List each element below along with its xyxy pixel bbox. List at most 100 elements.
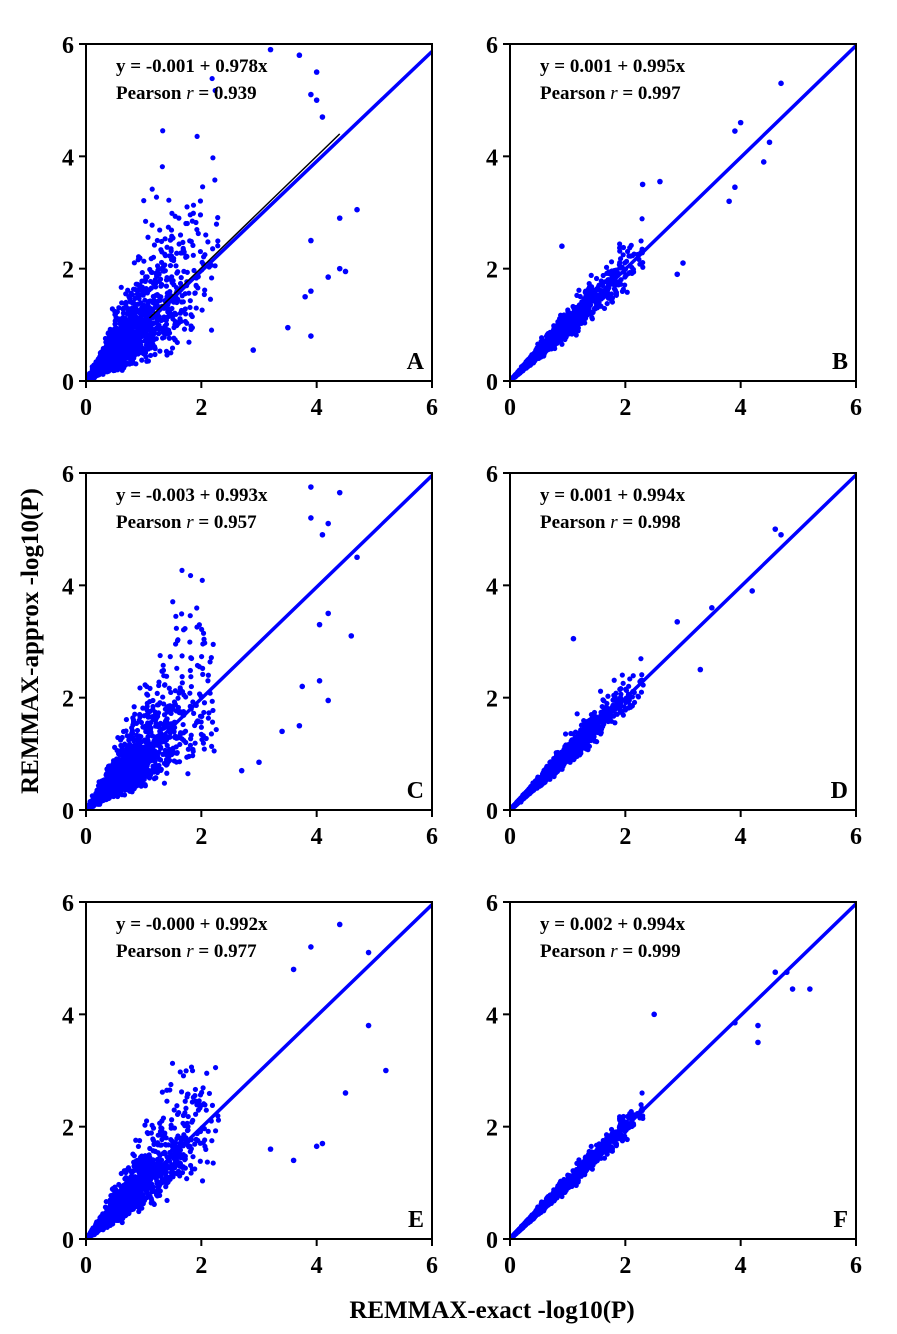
data-point: [126, 322, 132, 328]
data-point: [193, 305, 199, 311]
data-point: [579, 316, 586, 322]
data-point: [169, 345, 176, 351]
data-point: [149, 186, 155, 192]
data-point: [169, 305, 175, 312]
y-tick-label: 2: [62, 258, 74, 284]
data-point: [143, 218, 149, 224]
data-point: [184, 204, 190, 210]
data-point: [158, 238, 165, 245]
data-point: [122, 362, 128, 368]
data-point: [181, 268, 187, 274]
y-tick-label: 0: [62, 370, 74, 396]
data-point: [175, 269, 181, 275]
data-point: [151, 242, 158, 248]
data-point: [210, 155, 216, 161]
data-point: [149, 325, 155, 332]
data-point: [186, 339, 192, 345]
data-point: [168, 253, 175, 259]
data-point: [582, 289, 588, 295]
data-point: [622, 282, 628, 288]
panel-letter: A: [407, 349, 425, 375]
data-point: [142, 337, 149, 343]
data-point: [638, 238, 644, 244]
data-point: [168, 248, 174, 254]
data-point: [618, 281, 624, 287]
data-point: [207, 296, 214, 302]
data-point: [156, 314, 162, 320]
data-point: [134, 323, 140, 329]
data-point: [179, 293, 185, 299]
data-point: [142, 278, 148, 285]
data-point: [110, 343, 116, 349]
data-point: [172, 213, 178, 219]
data-point: [139, 270, 145, 276]
data-point: [608, 259, 615, 265]
data-point: [144, 358, 150, 364]
data-point: [123, 301, 129, 308]
data-point: [152, 351, 158, 358]
data-point: [134, 291, 140, 297]
data-point: [135, 254, 142, 260]
data-point: [122, 332, 128, 339]
data-point-outlier: [308, 237, 314, 244]
data-point: [164, 244, 170, 250]
data-point-outlier: [336, 265, 343, 272]
data-point: [617, 256, 624, 262]
data-point: [114, 333, 121, 339]
data-point: [180, 299, 186, 305]
data-point: [212, 87, 218, 94]
data-point: [153, 194, 160, 200]
data-point: [133, 314, 140, 321]
y-axis-label: REMMAX-approx -log10(P): [17, 488, 44, 794]
data-point: [202, 287, 208, 293]
data-point: [171, 257, 177, 264]
data-point: [600, 280, 606, 286]
data-point: [147, 266, 153, 273]
data-point: [141, 304, 147, 310]
data-point: [188, 326, 194, 332]
pearson-r-symbol: r: [186, 83, 194, 104]
data-point: [138, 342, 144, 348]
data-point: [606, 277, 612, 283]
data-point: [209, 275, 215, 281]
data-point: [109, 306, 115, 312]
data-point: [172, 337, 178, 343]
data-point: [159, 164, 165, 170]
data-point: [212, 263, 218, 269]
data-point: [174, 250, 180, 256]
data-point: [201, 254, 207, 260]
data-point: [162, 262, 168, 268]
data-point: [576, 306, 582, 312]
data-point: [146, 332, 152, 339]
data-point: [149, 335, 155, 342]
data-point: [620, 252, 626, 258]
data-point: [173, 311, 179, 317]
data-point: [177, 280, 184, 287]
data-point: [127, 309, 133, 315]
data-point: [157, 276, 164, 282]
data-point: [619, 288, 626, 294]
data-point: [155, 298, 161, 305]
x-tick-label: 4: [311, 395, 323, 421]
data-point: [109, 333, 116, 340]
data-point: [139, 316, 145, 322]
data-point: [593, 275, 600, 282]
data-point: [162, 251, 168, 257]
data-point: [173, 284, 180, 291]
data-point: [119, 300, 125, 306]
data-point-outlier: [302, 293, 308, 300]
data-point: [557, 321, 563, 327]
data-point: [164, 352, 170, 358]
data-point: [133, 287, 139, 293]
pearson-prefix: Pearson: [116, 83, 186, 104]
data-point: [129, 349, 136, 356]
data-point: [620, 244, 627, 251]
data-point: [164, 294, 170, 300]
data-point: [589, 314, 595, 321]
data-point: [631, 269, 637, 275]
data-point: [107, 326, 113, 332]
data-point: [576, 287, 582, 293]
data-point: [99, 368, 105, 374]
data-point: [173, 263, 179, 269]
